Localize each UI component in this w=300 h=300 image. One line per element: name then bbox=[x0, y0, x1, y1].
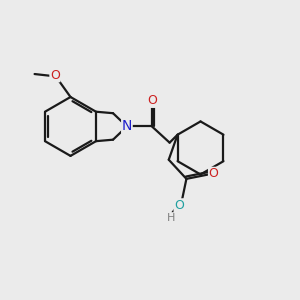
Text: N: N bbox=[122, 119, 132, 134]
Text: O: O bbox=[208, 167, 218, 180]
Text: O: O bbox=[174, 199, 184, 212]
Text: O: O bbox=[147, 94, 157, 107]
Text: O: O bbox=[50, 69, 60, 82]
Text: H: H bbox=[167, 213, 175, 223]
